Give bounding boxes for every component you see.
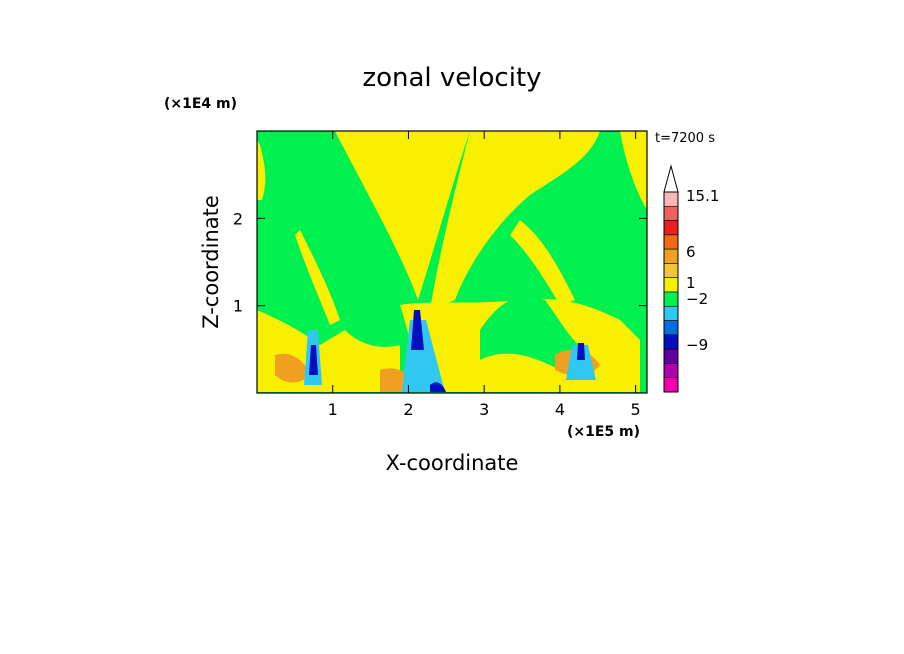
field-blue-left <box>309 345 318 375</box>
field-blue-bottom <box>430 382 446 392</box>
colorbar-swatch <box>663 305 679 321</box>
colorbar-swatch <box>663 205 679 221</box>
field-positive-left-upper <box>257 140 266 200</box>
colorbar-label: −2 <box>686 290 708 308</box>
colorbar-swatch <box>663 248 679 264</box>
colorbar-swatch <box>663 320 679 336</box>
field-positive-center-tongue <box>295 230 340 325</box>
x-tick-label: 2 <box>403 400 413 419</box>
colorbar-swatch <box>663 348 679 364</box>
colorbar-swatch <box>663 277 679 293</box>
y-ticks: 12 <box>233 209 647 316</box>
colorbar-label: 15.1 <box>686 187 719 205</box>
colorbar-swatch <box>663 377 679 393</box>
colorbar-frame <box>663 191 679 393</box>
x-axis-title: X-coordinate <box>386 451 519 475</box>
colorbar-max-arrow <box>663 164 679 193</box>
field-orange-left <box>275 353 310 383</box>
colorbar-swatch <box>663 334 679 350</box>
colorbar-label: 6 <box>686 243 696 261</box>
colorbar-swatch <box>663 291 679 307</box>
colorbar-swatch <box>663 263 679 279</box>
field-positive-v-region <box>335 131 470 300</box>
x-tick-label: 1 <box>328 400 338 419</box>
colorbar: 15.1 6 1−2 −9 <box>663 164 719 393</box>
x-tick-label: 3 <box>479 400 489 419</box>
field-negative-streak-2 <box>600 229 647 300</box>
field-blue-center <box>411 310 424 350</box>
field-positive-right-lobe <box>620 131 647 210</box>
x-tick-label: 5 <box>631 400 641 419</box>
y-tick-label: 2 <box>233 209 243 228</box>
colorbar-swatch <box>663 220 679 236</box>
colorbar-label: 1 <box>686 274 696 292</box>
chart-title: zonal velocity <box>362 63 541 93</box>
field-positive-right-tongue <box>510 220 575 305</box>
colorbar-label: −9 <box>686 336 708 354</box>
x-ticks: 1 2 3 4 5 <box>328 131 641 419</box>
y-tick-label: 1 <box>233 297 243 316</box>
time-label: t=7200 s <box>655 131 715 146</box>
y-axis-title: Z-coordinate <box>199 195 223 329</box>
x-unit-label: (×1E5 m) <box>567 424 640 440</box>
field-negative-streak-1 <box>480 296 585 370</box>
plot-frame <box>256 130 648 394</box>
colorbar-swatch <box>663 234 679 250</box>
x-tick-label: 4 <box>555 400 565 419</box>
field-cyan-right <box>566 345 596 380</box>
field-blue-right <box>577 343 585 360</box>
colorbar-swatch <box>663 363 679 379</box>
y-unit-label: (×1E4 m) <box>164 96 237 112</box>
contour-field <box>257 131 647 393</box>
field-positive-upper-right <box>430 131 600 310</box>
colorbar-swatch <box>663 191 679 207</box>
